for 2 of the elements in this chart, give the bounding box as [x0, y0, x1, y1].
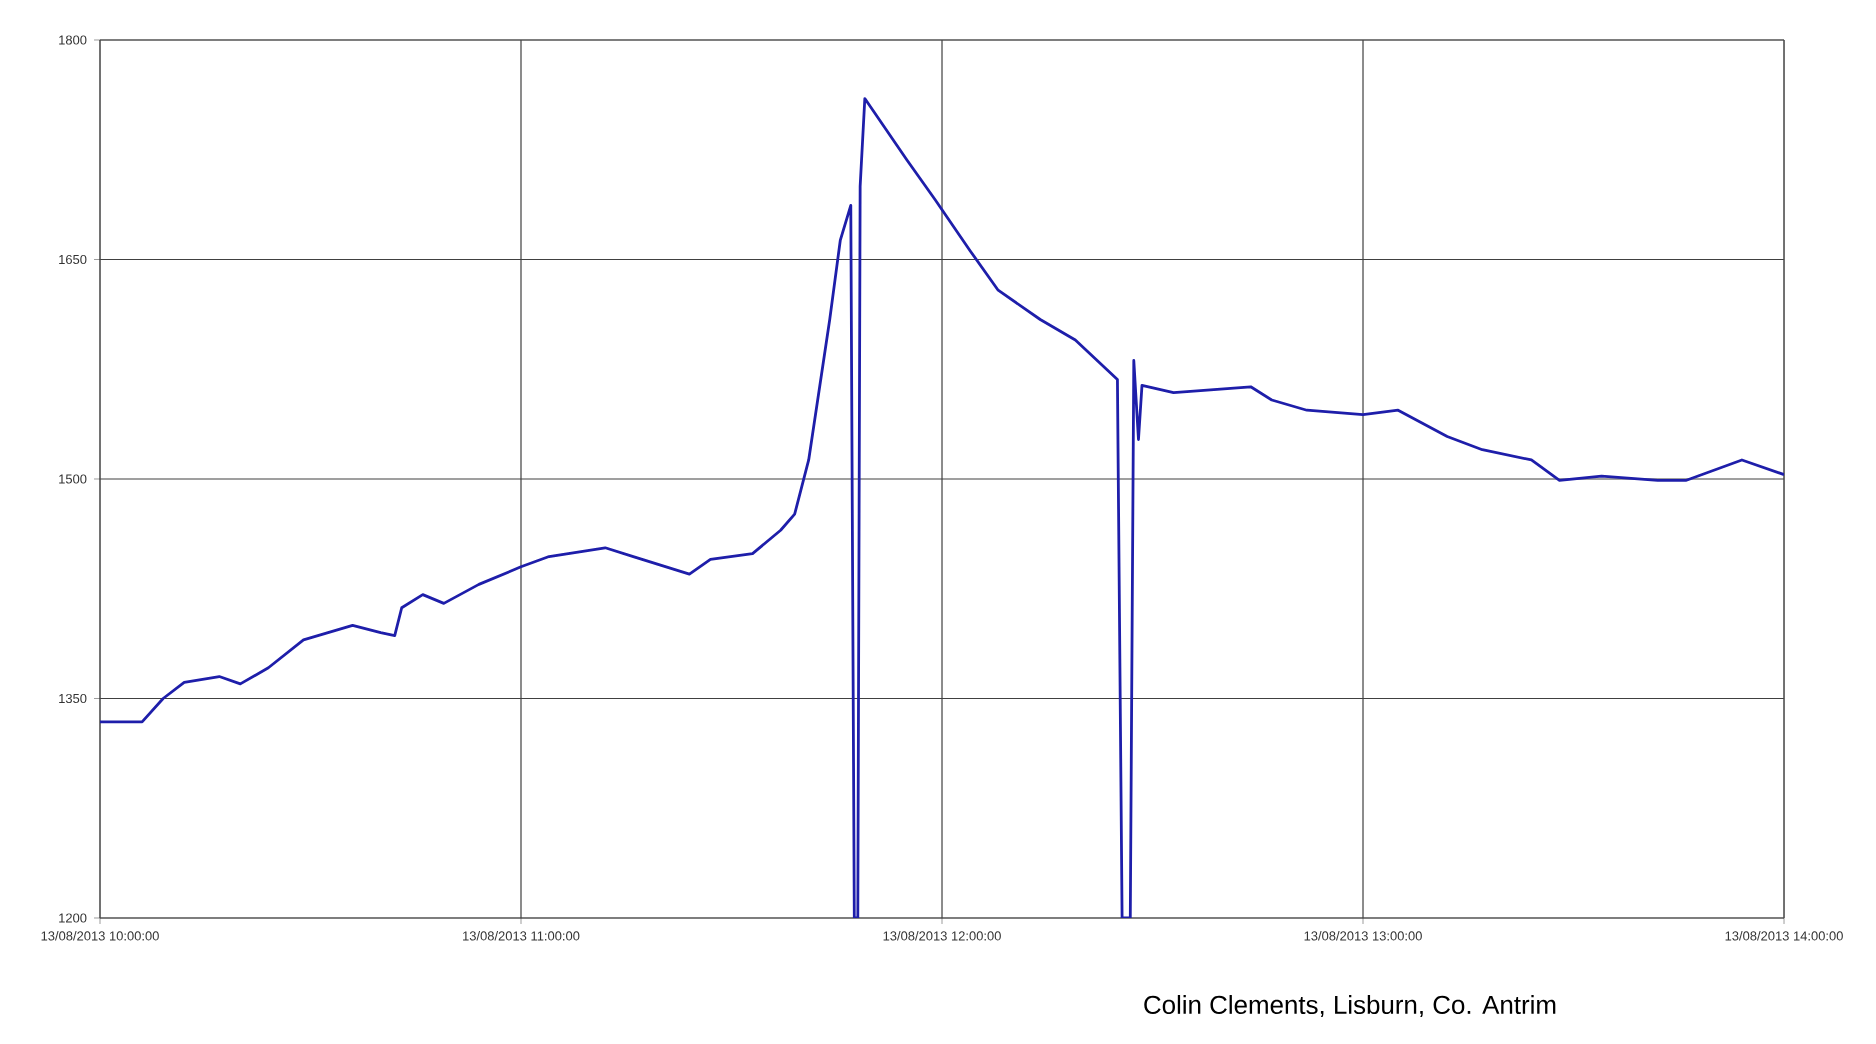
line-series — [100, 97, 1785, 918]
text: Colin Clements, Lisburn, Co. Antrim — [1144, 995, 1556, 1018]
